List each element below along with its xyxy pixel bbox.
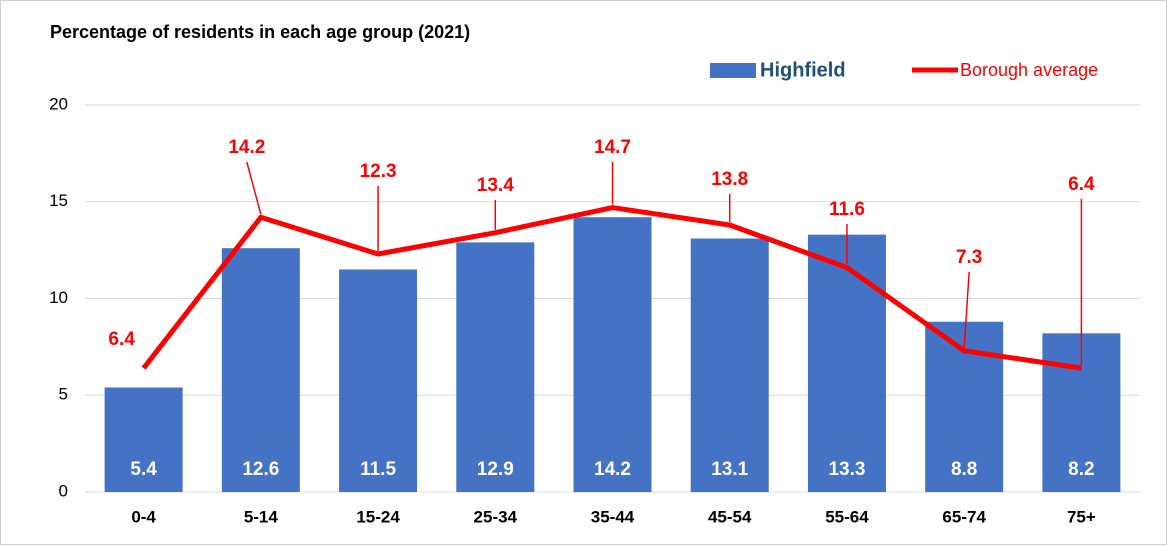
line-value-label: 13.8 <box>711 169 748 190</box>
x-tick-label: 75+ <box>1067 507 1096 526</box>
line-value-label: 14.2 <box>228 137 265 158</box>
bar-value-label: 11.5 <box>360 459 396 480</box>
line-value-label: 13.4 <box>477 175 514 196</box>
y-tick-label: 15 <box>49 191 68 210</box>
bar <box>221 248 300 492</box>
legend-label: Highfield <box>760 59 846 81</box>
legend-label: Borough average <box>960 60 1098 80</box>
bar-value-label: 14.2 <box>594 459 631 480</box>
bar-value-label: 12.6 <box>242 459 279 480</box>
x-tick-label: 55-64 <box>825 507 869 526</box>
line-value-label: 6.4 <box>108 329 135 350</box>
line-value-label: 12.3 <box>360 161 397 182</box>
bar-value-label: 12.9 <box>477 459 514 480</box>
y-tick-label: 10 <box>49 288 68 307</box>
bar-value-label: 13.1 <box>711 459 748 480</box>
bar-value-label: 8.2 <box>1068 459 1094 480</box>
bar <box>573 217 652 493</box>
line <box>141 205 1082 371</box>
y-tick-label: 5 <box>59 385 68 404</box>
leader-line <box>963 271 970 348</box>
bar-value-label: 13.3 <box>828 459 865 480</box>
x-tick-label: 5-14 <box>244 507 279 526</box>
x-tick-label: 0-4 <box>131 507 156 526</box>
y-tick-label: 0 <box>59 481 68 500</box>
bar-value-label: 5.4 <box>130 459 157 480</box>
bar-value-label: 8.8 <box>951 459 977 480</box>
line-value-label: 6.4 <box>1068 174 1095 195</box>
bar <box>807 234 886 492</box>
bar <box>339 269 418 492</box>
x-tick-label: 65-74 <box>942 507 986 526</box>
bar <box>104 387 183 492</box>
line-value-label: 11.6 <box>829 199 865 220</box>
chart-title: Percentage of residents in each age grou… <box>50 22 470 42</box>
legend-swatch <box>710 63 756 78</box>
y-tick-label: 20 <box>49 94 68 113</box>
line-value-label: 14.7 <box>594 137 631 158</box>
x-tick-label: 15-24 <box>356 507 400 526</box>
x-tick-label: 25-34 <box>474 507 518 526</box>
x-tick-label: 35-44 <box>591 507 635 526</box>
x-tick-label: 45-54 <box>708 507 752 526</box>
bar <box>690 238 769 492</box>
leader-line <box>246 161 262 215</box>
line-value-label: 7.3 <box>956 247 982 268</box>
bar <box>456 242 535 492</box>
